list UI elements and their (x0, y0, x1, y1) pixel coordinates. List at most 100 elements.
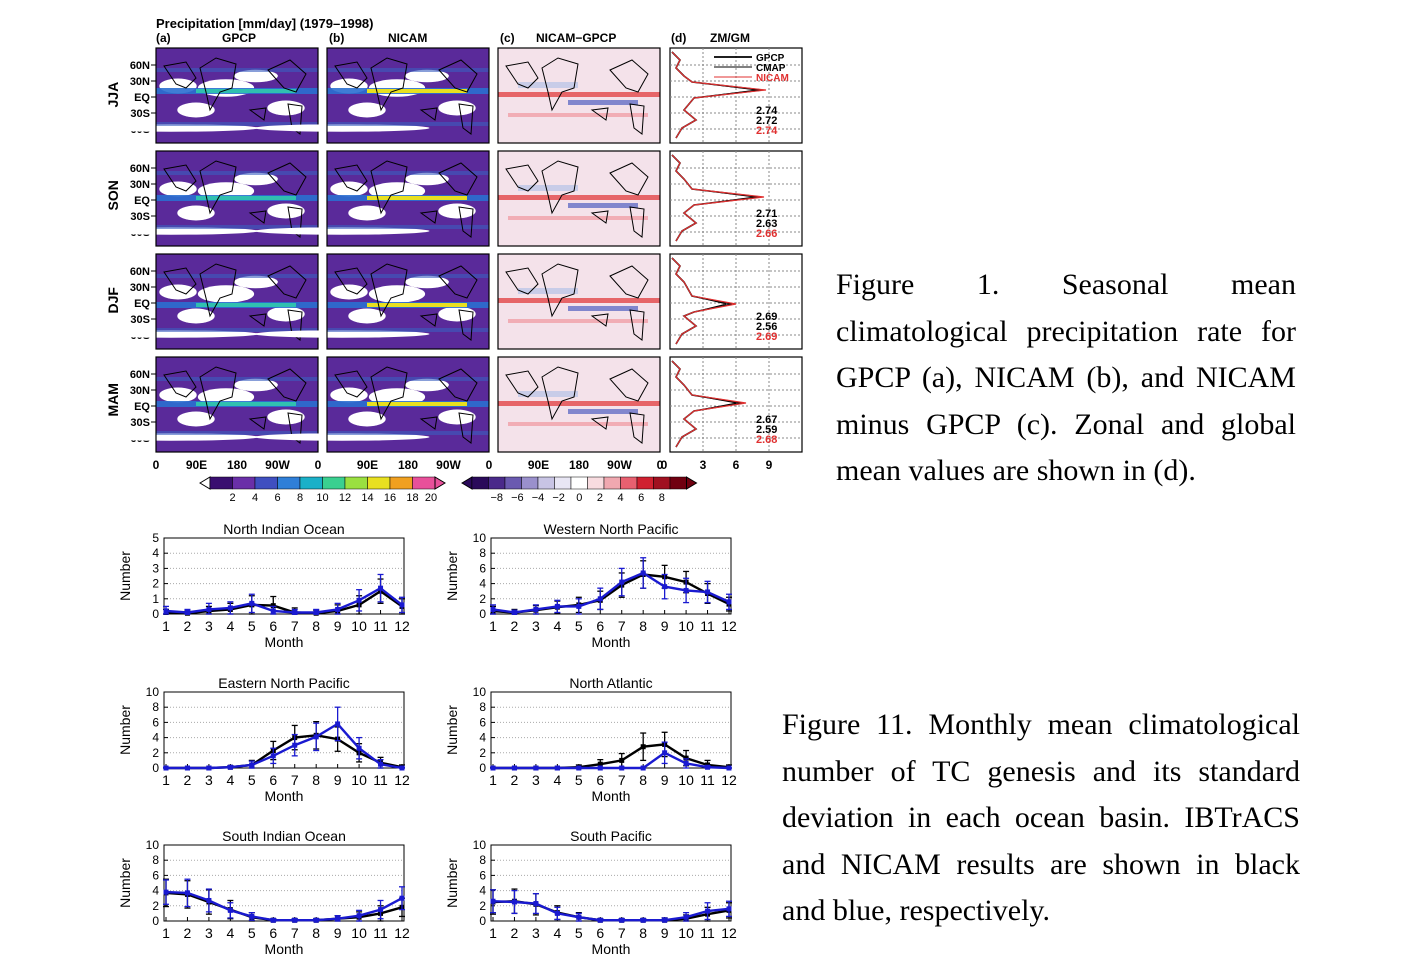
colorbar-right-arrow (434, 476, 446, 490)
colorbar-label: 14 (361, 492, 373, 504)
panel-title-d: ZM/GM (710, 31, 750, 45)
y-tick-label: 2 (479, 746, 486, 760)
storm-track-north (156, 171, 318, 175)
caption-line: Figure 1. Seasonal mean (836, 268, 1296, 301)
colorbar-label: −4 (532, 492, 545, 504)
series-line (165, 586, 403, 614)
series-line (165, 589, 403, 615)
colorbar-label: −8 (490, 492, 503, 504)
data-point (576, 765, 582, 771)
season-label: JJA (105, 82, 121, 108)
dry-region (254, 124, 430, 132)
x-tick-label: 6 (269, 925, 277, 941)
itcz-core (367, 196, 467, 200)
coastline (505, 57, 649, 135)
dry-region (83, 330, 259, 338)
plot-frame (490, 844, 732, 922)
y-tick-label: 5 (152, 531, 159, 545)
x-tick-label: 9 (661, 618, 669, 634)
zonal-mean-nicam (671, 257, 737, 345)
lat-tick-label: 30S (130, 314, 150, 326)
caption-line: climatological precipitation rate for (836, 314, 1296, 348)
x-tick-label: 11 (373, 772, 388, 788)
dry-region (254, 330, 430, 338)
y-axis-label: Number (444, 858, 460, 908)
figure-11-caption: Figure 11. Monthly mean climatological n… (782, 702, 1300, 935)
plot-frame (163, 844, 405, 922)
panel-label-c: (c) (500, 31, 515, 45)
legend-label: GPCP (756, 53, 785, 64)
x-tick-label: 5 (248, 772, 256, 788)
lon-tick-label: 90E (357, 458, 378, 472)
x-tick-label: 1 (489, 925, 497, 941)
y-tick-label: 4 (479, 577, 486, 591)
x-tick-label: 12 (721, 925, 737, 941)
positive-band (508, 422, 648, 426)
y-tick-label: 8 (479, 546, 486, 560)
storm-track-north (156, 68, 318, 72)
caption-line: deviation in each ocean basin. IBTrACS (782, 801, 1300, 834)
colorbar-swatch (488, 476, 506, 490)
lat-tick-label: EQ (134, 92, 150, 104)
zonal-mean-panel: 2.672.592.68 (669, 356, 803, 453)
global-mean-nicam: 2.74 (756, 125, 778, 137)
x-tick-label: 12 (721, 618, 737, 634)
y-tick-label: 0 (152, 914, 159, 928)
colorbar-label: 0 (576, 492, 582, 504)
colorbar-swatch (570, 476, 588, 490)
series-0 (163, 720, 405, 771)
zm-tick-label: 9 (766, 458, 773, 472)
data-point (313, 734, 319, 740)
x-tick-label: 8 (639, 772, 647, 788)
x-axis-label: Month (265, 788, 304, 804)
difference-map (497, 356, 661, 453)
coastline (163, 263, 307, 341)
dry-region (177, 411, 215, 427)
x-axis-label: Month (265, 941, 304, 957)
dry-region (368, 285, 426, 303)
data-point (249, 913, 255, 919)
x-tick-label: 12 (721, 772, 737, 788)
x-tick-label: 2 (184, 772, 192, 788)
panel-label-d: (d) (671, 31, 686, 45)
colorbar-label: 12 (339, 492, 351, 504)
dry-region (159, 284, 197, 300)
lat-tick-label: 60N (130, 60, 150, 72)
colorbar-swatch (537, 476, 555, 490)
colorbar-right-arrow (686, 476, 698, 490)
y-axis-label: Number (117, 705, 133, 755)
data-point (490, 765, 496, 771)
dry-region (254, 433, 430, 441)
x-tick-label: 11 (373, 925, 388, 941)
data-point (554, 765, 560, 771)
colorbar-label: 2 (229, 492, 235, 504)
lon-tick-label: 0 (657, 458, 664, 472)
x-tick-label: 4 (226, 618, 234, 634)
figure-1-caption: Figure 1. Seasonal mean climatological p… (836, 262, 1296, 495)
panel-title-c: NICAM−GPCP (536, 31, 616, 45)
chart-title: North Atlantic (569, 675, 652, 691)
storm-track-north (156, 377, 318, 381)
legend-label: CMAP (756, 63, 786, 74)
x-tick-label: 8 (639, 618, 647, 634)
lat-tick-label: 60N (130, 369, 150, 381)
x-tick-label: 3 (205, 772, 213, 788)
colorbar-swatch (389, 476, 413, 490)
storm-track-south (327, 328, 489, 332)
lat-tick-label: EQ (134, 401, 150, 413)
lat-tick-label: 30N (130, 282, 150, 294)
precip-map (254, 253, 490, 350)
plot-frame (163, 537, 405, 615)
x-tick-label: 7 (291, 618, 299, 634)
itcz-core (196, 196, 296, 200)
zonal-mean-panel: 2.712.632.66 (669, 150, 803, 247)
x-tick-label: 3 (205, 618, 213, 634)
itcz-core (196, 402, 296, 406)
y-tick-label: 6 (152, 715, 159, 729)
data-point (576, 603, 582, 609)
series-line (493, 751, 730, 770)
data-point (292, 742, 298, 748)
data-point (356, 913, 362, 919)
caption-line: and NICAM results are shown in black (782, 847, 1300, 881)
precip-map (83, 356, 319, 453)
